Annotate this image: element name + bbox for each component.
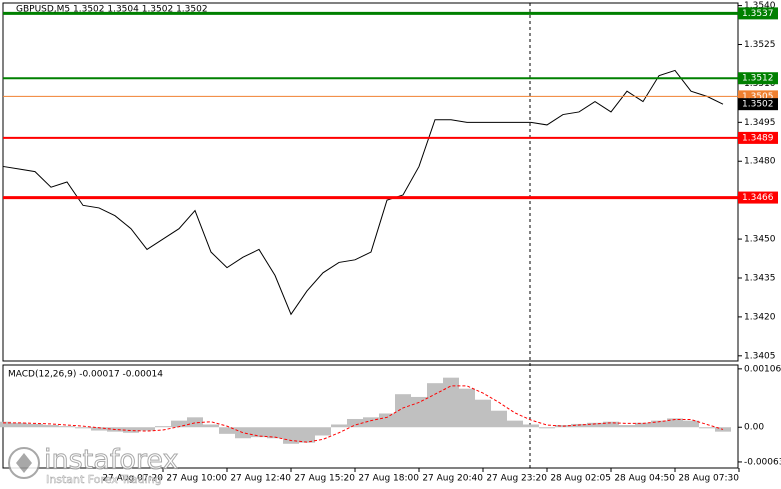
macd-bar	[603, 421, 619, 428]
x-tick-label: 27 Aug 23:20	[486, 474, 547, 484]
macd-bar	[139, 427, 155, 431]
x-tick-label: 27 Aug 12:40	[230, 474, 291, 484]
macd-frame	[2, 364, 739, 469]
macd-bar	[523, 424, 539, 428]
macd-bar	[123, 427, 139, 433]
watermark-brand: instaforex	[44, 445, 178, 476]
macd-bar	[363, 417, 379, 428]
macd-bar	[27, 423, 43, 428]
watermark-tagline: Instant Forex Trading	[46, 473, 162, 486]
level-tag	[738, 7, 778, 20]
macd-bar	[251, 427, 267, 438]
macd-bar	[59, 426, 75, 428]
y-tick-label: -0.00063	[744, 457, 781, 467]
macd-bar	[11, 422, 27, 428]
macd-bar	[395, 394, 411, 428]
macd-bar	[203, 424, 219, 428]
y-tick-label: 1.3435	[744, 273, 776, 283]
level-tag	[738, 131, 778, 144]
macd-bar	[667, 418, 683, 428]
watermark: instaforex Instant Forex Trading	[8, 444, 179, 486]
level-label: 1.3502	[742, 100, 774, 110]
macd-bar	[235, 427, 251, 439]
macd-bar	[635, 422, 651, 428]
macd-bar	[187, 417, 203, 428]
y-tick-label: 0.00106	[744, 364, 781, 374]
macd-bar	[411, 396, 427, 428]
macd-bar	[651, 420, 667, 428]
level-tag	[738, 98, 778, 111]
macd-bar	[219, 427, 235, 434]
x-tick-label: 27 Aug 10:00	[166, 474, 227, 484]
macd-bar	[475, 399, 491, 428]
macd-bar	[491, 410, 507, 428]
level-tag	[738, 72, 778, 85]
macd-bar	[299, 427, 315, 443]
logo-mark	[16, 453, 32, 473]
macd-bar	[91, 427, 107, 431]
x-tick-label: 27 Aug 07:20	[102, 474, 163, 484]
macd-bar	[267, 427, 283, 439]
macd-bar	[683, 420, 699, 428]
level-label: 1.3489	[742, 133, 774, 143]
macd-bar	[75, 427, 91, 429]
macd-bar	[347, 418, 363, 428]
macd-bar	[507, 420, 523, 428]
level-label: 1.3512	[742, 74, 774, 84]
macd-bar	[331, 424, 347, 428]
y-tick-label: 1.3420	[744, 312, 776, 322]
macd-bar	[155, 426, 171, 428]
macd-bar	[379, 413, 395, 428]
x-tick-label: 28 Aug 02:05	[550, 474, 611, 484]
macd-title: MACD(12,26,9) -0.00017 -0.00014	[8, 370, 163, 380]
macd-bar	[699, 427, 715, 429]
y-tick-label: 1.3540	[744, 1, 776, 11]
macd-bar	[315, 427, 331, 436]
signal-line	[3, 385, 724, 443]
main-frame	[2, 2, 739, 362]
price-line	[2, 69, 724, 316]
macd-bar	[43, 425, 59, 428]
macd-bar	[619, 425, 635, 428]
y-tick-label: 1.3450	[744, 235, 776, 245]
macd-bar	[539, 427, 555, 429]
macd-bar	[171, 420, 187, 428]
y-tick-label: 0.00	[744, 423, 764, 433]
x-tick-label: 27 Aug 18:00	[358, 474, 419, 484]
macd-bar	[443, 377, 459, 428]
macd-bar	[0, 421, 11, 428]
y-tick-label: 1.3405	[744, 351, 776, 361]
level-tag	[738, 191, 778, 204]
y-tick-label: 1.3480	[744, 157, 776, 167]
x-tick-label: 27 Aug 15:20	[294, 474, 355, 484]
level-label: 1.3466	[742, 193, 774, 203]
y-tick-label: 1.3495	[744, 118, 776, 128]
x-tick-label: 27 Aug 20:40	[422, 474, 483, 484]
macd-bar	[587, 422, 603, 428]
level-label: 1.3537	[742, 9, 774, 19]
y-tick-label: 1.3525	[744, 40, 776, 50]
macd-bar	[571, 423, 587, 428]
macd-bar	[427, 383, 443, 428]
x-tick-label: 28 Aug 04:50	[614, 474, 675, 484]
x-tick-label: 28 Aug 07:30	[678, 474, 739, 484]
macd-bar	[459, 388, 475, 428]
chart-title: GBPUSD,M5 1.3502 1.3504 1.3502 1.3502	[16, 5, 208, 15]
level-label: 1.3505	[742, 92, 774, 102]
